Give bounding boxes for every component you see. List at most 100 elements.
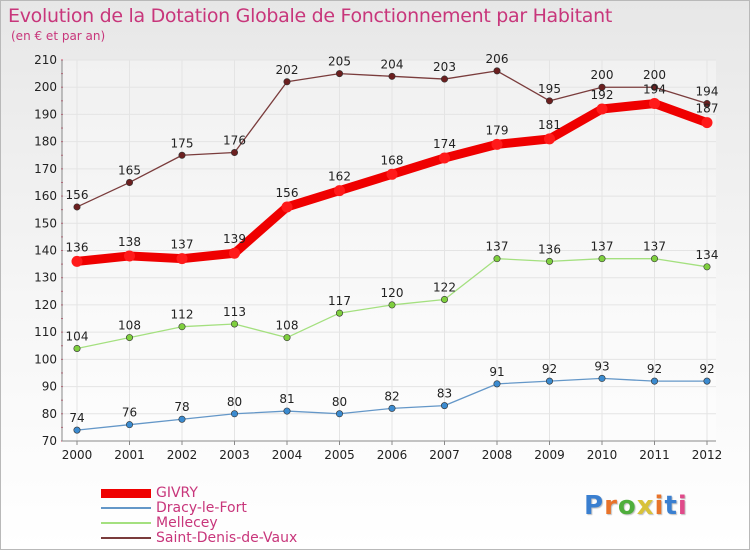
data-label-givry: 179: [486, 123, 509, 137]
data-label-saint-denis-de-vaux: 206: [486, 52, 509, 66]
x-tick-label: 2008: [482, 448, 513, 462]
data-point-mellecey: [126, 334, 134, 342]
data-label-mellecey: 104: [66, 329, 89, 343]
x-tick-label: 2005: [324, 448, 355, 462]
data-point-saint-denis-de-vaux: [178, 151, 186, 159]
x-tick-label: 2002: [167, 448, 198, 462]
y-tick-label: 190: [34, 107, 57, 121]
y-tick-label: 150: [34, 216, 57, 230]
data-label-mellecey: 112: [171, 308, 194, 322]
data-point-saint-denis-de-vaux: [440, 75, 448, 83]
data-point-mellecey: [493, 255, 501, 263]
legend-item-dracy-le-fort: Dracy-le-Fort: [101, 500, 247, 516]
data-label-dracy-le-fort: 91: [489, 365, 504, 379]
data-label-saint-denis-de-vaux: 195: [538, 82, 561, 96]
data-point-saint-denis-de-vaux: [650, 83, 658, 91]
data-label-givry: 156: [276, 186, 299, 200]
legend-swatch-saint-denis-de-vaux: [101, 537, 151, 539]
x-tick-label: 2010: [587, 448, 618, 462]
data-point-givry: [491, 138, 503, 150]
y-tick-label: 100: [34, 352, 57, 366]
data-label-mellecey: 108: [118, 319, 141, 333]
x-tick-label: 2011: [639, 448, 670, 462]
data-point-mellecey: [703, 263, 711, 271]
legend-swatch-dracy-le-fort: [101, 507, 151, 509]
chart-subtitle: (en € et par an): [11, 29, 106, 43]
data-label-givry: 192: [591, 88, 614, 102]
legend-label-mellecey: Mellecey: [156, 515, 218, 531]
data-label-mellecey: 137: [486, 240, 509, 254]
data-label-givry: 137: [171, 238, 194, 252]
y-tick-label: 110: [34, 325, 57, 339]
data-point-dracy-le-fort: [283, 407, 291, 415]
data-point-mellecey: [178, 323, 186, 331]
data-label-givry: 181: [538, 118, 561, 132]
x-tick-label: 2012: [692, 448, 723, 462]
data-point-saint-denis-de-vaux: [598, 83, 606, 91]
x-tick-label: 2001: [114, 448, 145, 462]
data-point-givry: [386, 168, 398, 180]
y-tick-label: 160: [34, 189, 57, 203]
data-point-dracy-le-fort: [440, 402, 448, 410]
data-point-givry: [439, 152, 450, 164]
data-point-dracy-le-fort: [703, 377, 711, 385]
data-label-dracy-le-fort: 92: [647, 362, 662, 376]
data-point-saint-denis-de-vaux: [73, 203, 81, 211]
data-label-givry: 194: [643, 83, 666, 97]
proxiti-logo: Proxiti: [584, 491, 688, 521]
data-label-givry: 138: [118, 235, 141, 249]
data-label-dracy-le-fort: 80: [332, 395, 347, 409]
data-label-saint-denis-de-vaux: 200: [591, 68, 614, 82]
data-label-givry: 136: [66, 240, 89, 254]
data-point-mellecey: [545, 257, 553, 265]
data-label-dracy-le-fort: 76: [122, 406, 137, 420]
data-point-dracy-le-fort: [545, 377, 553, 385]
data-point-mellecey: [335, 309, 343, 317]
legend-item-saint-denis-de-vaux: Saint-Denis-de-Vaux: [101, 530, 297, 546]
data-label-mellecey: 134: [696, 248, 719, 262]
y-tick-label: 200: [34, 80, 57, 94]
data-label-mellecey: 136: [538, 242, 561, 256]
data-label-saint-denis-de-vaux: 202: [276, 63, 299, 77]
data-label-dracy-le-fort: 74: [69, 411, 84, 425]
y-tick-label: 120: [34, 298, 57, 312]
data-point-dracy-le-fort: [231, 410, 239, 418]
data-label-mellecey: 120: [381, 286, 404, 300]
data-point-saint-denis-de-vaux: [231, 149, 239, 157]
data-label-mellecey: 117: [328, 294, 351, 308]
legend-label-dracy-le-fort: Dracy-le-Fort: [156, 500, 247, 516]
data-point-mellecey: [440, 295, 448, 303]
data-point-mellecey: [73, 344, 81, 352]
data-point-dracy-le-fort: [650, 377, 658, 385]
data-point-dracy-le-fort: [388, 404, 396, 412]
data-point-saint-denis-de-vaux: [388, 72, 396, 80]
data-point-mellecey: [650, 255, 658, 263]
y-tick-label: 210: [34, 53, 57, 67]
data-point-saint-denis-de-vaux: [126, 178, 134, 186]
data-label-saint-denis-de-vaux: 204: [381, 57, 404, 71]
data-point-mellecey: [598, 255, 606, 263]
data-label-saint-denis-de-vaux: 194: [696, 85, 719, 99]
data-point-dracy-le-fort: [493, 380, 501, 388]
data-point-givry: [71, 255, 83, 267]
data-label-dracy-le-fort: 82: [384, 389, 399, 403]
data-point-givry: [334, 185, 345, 197]
data-point-givry: [229, 247, 240, 259]
data-label-dracy-le-fort: 78: [174, 400, 189, 414]
x-tick-label: 2004: [272, 448, 303, 462]
y-tick-label: 90: [42, 380, 57, 394]
data-point-mellecey: [231, 320, 239, 328]
legend-swatch-givry: [101, 488, 151, 498]
data-label-saint-denis-de-vaux: 203: [433, 60, 456, 74]
data-label-dracy-le-fort: 81: [279, 392, 294, 406]
data-point-saint-denis-de-vaux: [283, 78, 291, 86]
data-label-mellecey: 137: [643, 240, 666, 254]
chart-title: Evolution de la Dotation Globale de Fonc…: [8, 5, 613, 27]
data-point-givry: [701, 117, 713, 129]
data-label-mellecey: 137: [591, 240, 614, 254]
data-label-dracy-le-fort: 92: [542, 362, 557, 376]
logo-letter: r: [604, 491, 618, 521]
data-point-saint-denis-de-vaux: [493, 67, 501, 75]
